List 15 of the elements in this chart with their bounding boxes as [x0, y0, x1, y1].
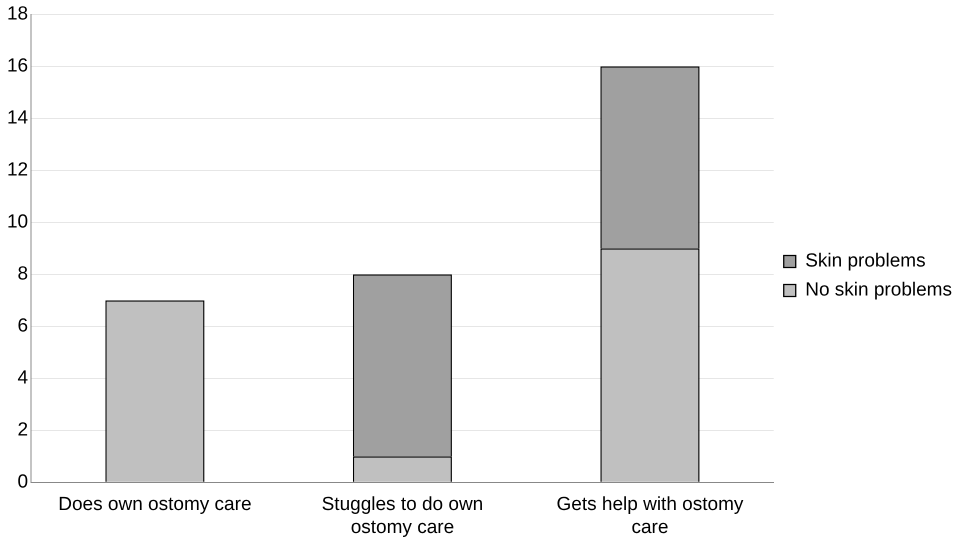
y-tick-label: 4 [18, 368, 29, 389]
x-tick-label: Gets help with ostomy care [556, 494, 744, 538]
y-tick-label: 0 [18, 472, 28, 493]
legend-label: Skin problems [805, 250, 926, 272]
y-tick-label: 10 [6, 212, 28, 233]
y-tick-label: 6 [18, 316, 28, 337]
y-tick-label: 18 [6, 4, 28, 25]
y-tick-label: 16 [6, 56, 28, 77]
y-tick-label: 2 [18, 420, 28, 441]
y-tick-label: 12 [6, 160, 28, 181]
legend-label: No skin problems [805, 280, 952, 301]
x-tick-label: Does own ostomy care [58, 494, 252, 516]
x-tick-label: Stuggles to do own ostomy care [322, 494, 484, 538]
y-tick-label: 8 [18, 264, 28, 285]
y-tick-label: 14 [6, 108, 29, 129]
